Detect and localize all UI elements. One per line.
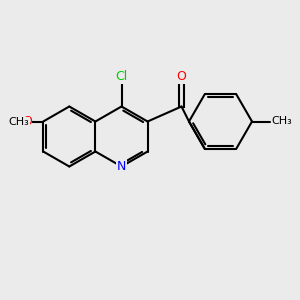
Text: CH₃: CH₃ [9,117,29,127]
Text: N: N [117,160,126,173]
Text: O: O [22,115,32,128]
Text: Cl: Cl [116,70,128,83]
Text: O: O [177,70,186,83]
Text: CH₃: CH₃ [272,116,292,127]
